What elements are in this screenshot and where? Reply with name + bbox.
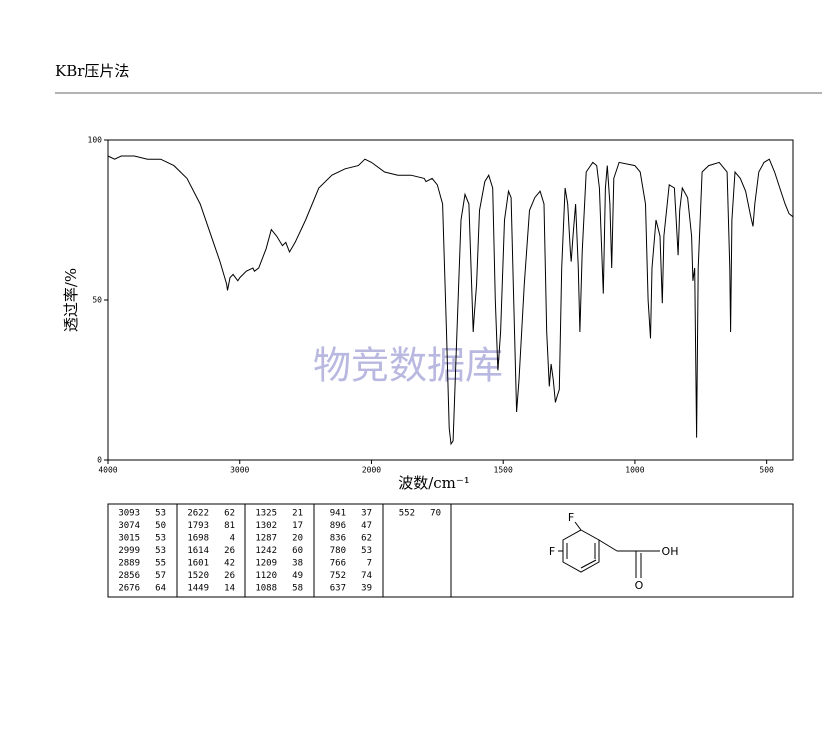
plot-frame — [107, 139, 794, 461]
bond — [598, 539, 618, 552]
peak-wavenumber: 941 — [330, 509, 346, 519]
peak-wavenumber: 1793 — [187, 521, 209, 531]
peak-wavenumber: 766 — [330, 559, 346, 569]
peak-wavenumber: 1120 — [255, 571, 277, 581]
peak-wavenumber: 2856 — [118, 571, 140, 581]
peak-wavenumber: 1088 — [255, 584, 277, 594]
peak-wavenumber: 2999 — [118, 546, 140, 556]
peak-intensity: 60 — [292, 546, 303, 556]
bond — [580, 559, 597, 569]
peak-wavenumber: 637 — [330, 584, 346, 594]
peak-wavenumber: 3015 — [118, 534, 140, 544]
peak-intensity: 38 — [292, 559, 303, 569]
peak-intensity: 20 — [292, 534, 303, 544]
watermark: 物竞数据库 — [313, 344, 503, 388]
peak-wavenumber: 780 — [330, 546, 346, 556]
peak-intensity: 64 — [155, 584, 166, 594]
peak-intensity: 53 — [155, 534, 166, 544]
peak-wavenumber: 2889 — [118, 559, 140, 569]
peak-wavenumber: 1242 — [255, 546, 277, 556]
atom-label: F — [568, 511, 574, 524]
peak-intensity: 4 — [230, 534, 235, 544]
atom-label: O — [635, 579, 644, 592]
peak-wavenumber: 552 — [399, 509, 415, 519]
x-axis-label: 波数/cm⁻¹ — [398, 474, 470, 492]
structure — [558, 521, 660, 578]
peak-intensity: 26 — [224, 546, 235, 556]
y-tick-label: 0 — [97, 456, 102, 465]
peak-wavenumber: 2622 — [187, 509, 209, 519]
peak-wavenumber: 1287 — [255, 534, 277, 544]
x-tick-label: 2000 — [362, 466, 381, 475]
x-tick-label: 3000 — [230, 466, 249, 475]
peak-intensity: 39 — [361, 584, 372, 594]
y-tick-label: 100 — [88, 136, 103, 145]
atom-label: F — [549, 545, 555, 558]
peak-intensity: 57 — [155, 571, 166, 581]
peak-intensity: 7 — [367, 559, 372, 569]
peak-intensity: 74 — [361, 571, 372, 581]
peak-intensity: 55 — [155, 559, 166, 569]
peak-intensity: 37 — [361, 509, 372, 519]
peak-wavenumber: 836 — [330, 534, 346, 544]
peak-wavenumber: 1449 — [187, 584, 209, 594]
peak-intensity: 26 — [224, 571, 235, 581]
peak-intensity: 21 — [292, 509, 303, 519]
peak-intensity: 53 — [361, 546, 372, 556]
peak-wavenumber: 1302 — [255, 521, 277, 531]
peak-wavenumber: 3074 — [118, 521, 140, 531]
bond — [574, 521, 582, 531]
peak-intensity: 81 — [224, 521, 235, 531]
peak-wavenumber: 1601 — [187, 559, 209, 569]
peak-wavenumber: 1520 — [187, 571, 209, 581]
peak-intensity: 17 — [292, 521, 303, 531]
peak-intensity: 47 — [361, 521, 372, 531]
peak-intensity: 14 — [224, 584, 235, 594]
spectrum-line — [107, 155, 794, 446]
x-tick-label: 1000 — [625, 466, 644, 475]
peak-intensity: 62 — [224, 509, 235, 519]
peak-wavenumber: 3093 — [118, 509, 140, 519]
peak-intensity: 49 — [292, 571, 303, 581]
peak-intensity: 58 — [292, 584, 303, 594]
peak-wavenumber: 1698 — [187, 534, 209, 544]
peak-intensity: 70 — [430, 509, 441, 519]
peak-intensity: 42 — [224, 559, 235, 569]
peak-wavenumber: 896 — [330, 521, 346, 531]
x-tick-label: 1500 — [494, 466, 513, 475]
peak-wavenumber: 1614 — [187, 546, 209, 556]
peak-wavenumber: 2676 — [118, 584, 140, 594]
peak-intensity: 53 — [155, 509, 166, 519]
x-tick-label: 500 — [759, 466, 774, 475]
peak-wavenumber: 1209 — [255, 559, 277, 569]
peak-intensity: 62 — [361, 534, 372, 544]
x-tick-label: 4000 — [98, 466, 117, 475]
peak-wavenumber: 1325 — [255, 509, 277, 519]
page-title: KBr压片法 — [55, 62, 129, 80]
peak-intensity: 50 — [155, 521, 166, 531]
peak-wavenumber: 752 — [330, 571, 346, 581]
ring — [562, 529, 600, 573]
peak-intensity: 53 — [155, 546, 166, 556]
y-tick-label: 50 — [92, 296, 102, 305]
atom-label: OH — [662, 545, 679, 558]
y-axis-label: 透过率/% — [62, 268, 80, 332]
